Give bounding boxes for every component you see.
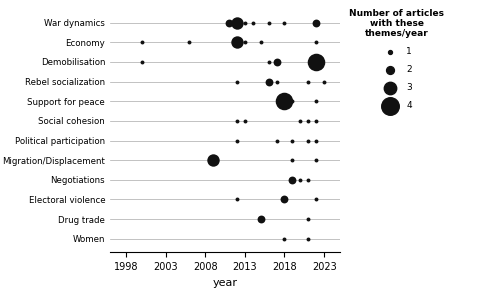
Point [241, 119, 249, 123]
Point [233, 119, 241, 123]
Point [256, 217, 264, 222]
Point [272, 60, 280, 64]
Point [280, 236, 288, 241]
Point [304, 177, 312, 182]
Point [241, 20, 249, 25]
Point [256, 40, 264, 45]
Point [233, 138, 241, 143]
Point [288, 177, 296, 182]
Point [225, 20, 233, 25]
Point [312, 60, 320, 64]
Point [209, 158, 217, 162]
X-axis label: year: year [212, 278, 238, 288]
Point [249, 20, 257, 25]
Point [312, 20, 320, 25]
Point [272, 138, 280, 143]
Point [304, 79, 312, 84]
Point [280, 20, 288, 25]
Point [312, 99, 320, 104]
Point [233, 20, 241, 25]
Point [304, 119, 312, 123]
Point [312, 138, 320, 143]
Point [264, 79, 272, 84]
Point [304, 236, 312, 241]
Point [288, 99, 296, 104]
Point [233, 40, 241, 45]
Point [280, 197, 288, 202]
Point [288, 158, 296, 162]
Point [288, 138, 296, 143]
Point [312, 158, 320, 162]
Legend: 1, 2, 3, 4: 1, 2, 3, 4 [349, 9, 444, 110]
Point [272, 79, 280, 84]
Point [233, 79, 241, 84]
Point [296, 119, 304, 123]
Point [320, 79, 328, 84]
Point [312, 119, 320, 123]
Point [304, 217, 312, 222]
Point [312, 40, 320, 45]
Point [241, 40, 249, 45]
Point [312, 197, 320, 202]
Point [233, 197, 241, 202]
Point [296, 177, 304, 182]
Point [264, 20, 272, 25]
Point [280, 99, 288, 104]
Point [138, 60, 145, 64]
Point [186, 40, 194, 45]
Point [304, 138, 312, 143]
Point [138, 40, 145, 45]
Point [264, 60, 272, 64]
